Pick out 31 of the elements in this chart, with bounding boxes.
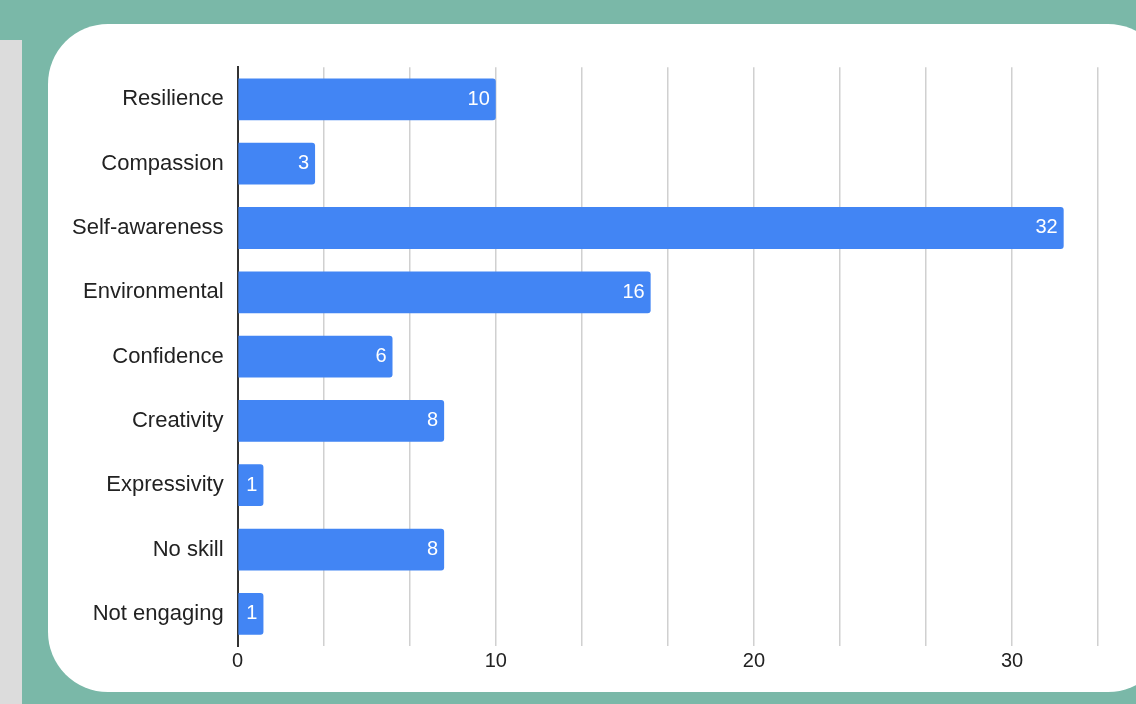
- data-label: 8: [427, 537, 439, 560]
- bar: [238, 207, 1064, 249]
- bar: [238, 142, 316, 185]
- bar: [238, 528, 445, 571]
- bar: [238, 400, 445, 442]
- data-label: 1: [246, 601, 258, 624]
- y-tick-label: No skill: [152, 535, 224, 561]
- data-label: 16: [622, 279, 645, 302]
- data-label: 6: [375, 344, 387, 367]
- y-tick-label: Resilience: [122, 85, 224, 111]
- y-tick-label: Expressivity: [106, 471, 224, 497]
- bar: [238, 271, 651, 314]
- data-label: 8: [427, 408, 439, 431]
- data-label: 32: [1035, 215, 1058, 238]
- bar: [238, 464, 264, 507]
- data-label: 3: [297, 151, 310, 174]
- x-tick-label: 0: [232, 648, 244, 671]
- y-tick-label: Self-awareness: [71, 214, 224, 240]
- data-label: 10: [467, 86, 490, 109]
- y-tick-label: Creativity: [131, 406, 224, 432]
- y-tick-label: Not engaging: [92, 599, 224, 625]
- x-tick-label: 20: [742, 648, 766, 671]
- y-tick-label: Compassion: [101, 149, 224, 175]
- y-tick-label: Confidence: [112, 342, 224, 368]
- bar: [238, 78, 496, 121]
- bar: [238, 592, 264, 635]
- y-tick-label: Environmental: [82, 278, 224, 304]
- x-tick-label: 30: [1000, 648, 1024, 671]
- data-label: 1: [246, 472, 258, 495]
- bar: [238, 335, 393, 378]
- x-tick-label: 10: [484, 648, 507, 671]
